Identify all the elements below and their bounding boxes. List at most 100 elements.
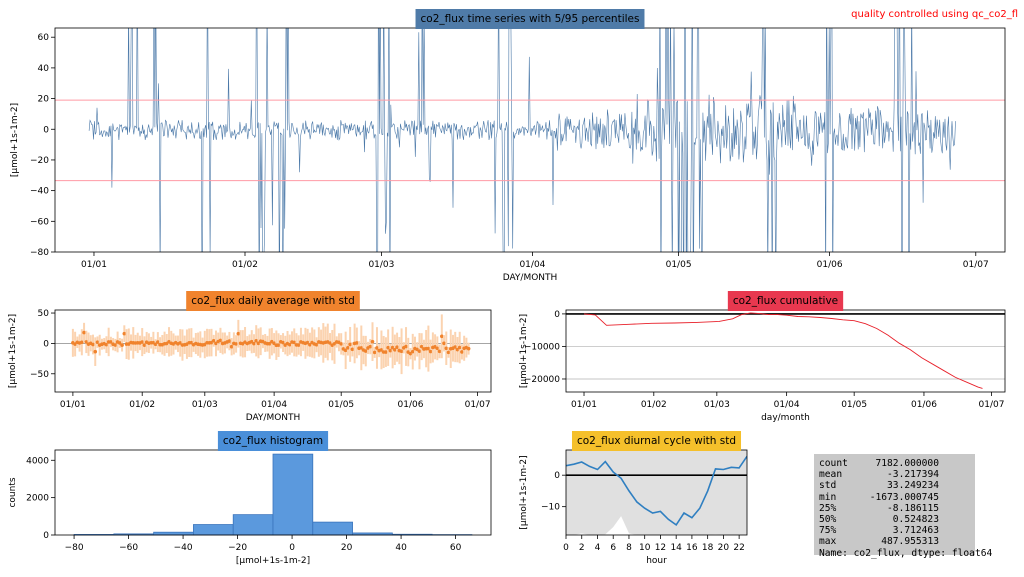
timeseries-xtick-label: 01/06: [817, 260, 843, 270]
stats-key: mean: [819, 469, 843, 481]
stats-value: -8.186115: [887, 502, 939, 514]
diurnal-xtick-label: 4: [595, 543, 601, 553]
diurnal-std-band: [566, 450, 747, 535]
stats-value: 33.249234: [887, 480, 939, 492]
diurnal-series-line: [566, 455, 747, 527]
timeseries-ytick-label: 20: [38, 95, 50, 105]
timeseries-series-line: [88, 28, 956, 252]
timeseries-title-box: [415, 9, 645, 29]
stats-row-0: count 7182.000000: [819, 458, 970, 469]
daily-daily-point: [93, 349, 98, 354]
daily-daily-point: [91, 342, 95, 347]
timeseries-title: co2_flux time series with 5/95 percentil…: [421, 13, 640, 25]
daily-daily-point: [153, 342, 158, 347]
daily-daily-point: [346, 346, 350, 350]
daily-daily-point: [229, 344, 234, 349]
stats-key: 75%: [819, 525, 837, 537]
diurnal-xtick-label: 22: [733, 543, 744, 553]
histogram-xlabel: [µmol+1s-1m-2]: [236, 556, 310, 566]
daily-daily-point: [82, 330, 86, 335]
stats-key: max: [819, 536, 837, 548]
daily-daily-point: [281, 340, 285, 345]
daily-daily-point: [339, 342, 343, 346]
daily-daily-point: [236, 331, 241, 336]
timeseries-ytick-label: 40: [38, 64, 50, 74]
stats-value: 0.524823: [892, 514, 939, 526]
daily-daily-point: [359, 346, 364, 350]
stats-value: 487.955313: [881, 536, 939, 548]
diurnal-ylabel: [µmol+1s-1m-2]: [519, 455, 529, 529]
timeseries-ytick-label: −60: [30, 217, 49, 227]
daily-daily-point: [84, 340, 89, 344]
diurnal-xtick-label: 2: [579, 543, 585, 553]
daily-daily-point: [375, 346, 379, 350]
timeseries-xtick-label: 01/05: [666, 260, 692, 270]
daily-daily-point: [140, 340, 144, 344]
daily-daily-point: [218, 338, 223, 343]
histogram-bar: [153, 531, 194, 536]
daily-daily-point: [211, 338, 216, 343]
daily-daily-point: [287, 342, 292, 347]
daily-xtick-label: 01/01: [60, 400, 86, 410]
daily-daily-point: [142, 343, 147, 347]
daily-daily-point: [328, 341, 332, 345]
daily-daily-point: [386, 345, 390, 350]
stats-row-6: 75% 3.712463: [819, 525, 970, 536]
cumulative-title: co2_flux cumulative: [733, 295, 838, 307]
cumulative-chart: 01/01 01/02 01/03 01/04 01/05 01/06 01/07 0 −100…: [519, 291, 1006, 423]
diurnal-xlabel: hour: [646, 556, 667, 566]
daily-daily-point: [426, 346, 431, 351]
daily-daily-point: [384, 350, 388, 354]
daily-daily-point: [372, 350, 377, 355]
daily-daily-point: [444, 346, 449, 351]
daily-daily-point: [388, 348, 393, 353]
daily-daily-point: [343, 348, 348, 353]
histogram-xtick-label: 40: [395, 543, 407, 553]
histogram-xtick-label: 20: [341, 543, 353, 553]
stats-key: 25%: [819, 502, 837, 514]
daily-xtick-label: 01/06: [398, 400, 424, 410]
daily-title-box: [186, 291, 360, 311]
daily-daily-point: [457, 345, 462, 350]
daily-xtick-label: 01/07: [465, 400, 491, 410]
daily-daily-point: [410, 349, 415, 354]
timeseries-axes-frame: [54, 27, 1006, 253]
stats-footer: Name: co2_flux, dtype: float64: [819, 547, 993, 559]
diurnal-xtick-label: 14: [670, 543, 682, 553]
daily-xtick-label: 01/03: [192, 400, 218, 410]
cumulative-xtick-label: 01/04: [774, 400, 800, 410]
histogram-ytick-label: 4000: [26, 456, 49, 466]
daily-daily-point: [404, 344, 408, 349]
cumulative-xtick-label: 01/06: [911, 400, 937, 410]
timeseries-ytick-label: 0: [43, 125, 49, 135]
histogram-bar: [312, 521, 353, 536]
stats-value: 7182.000000: [875, 458, 939, 469]
daily-daily-point: [296, 343, 301, 347]
diurnal-xtick-label: 18: [702, 543, 714, 553]
diurnal-chart: 0 2 4 6 8 10 12 14 16 18 20 220−10hour[µmol+1s-1m-2…: [519, 431, 748, 566]
daily-daily-point: [113, 343, 118, 347]
stats-row-2: std 33.249234: [819, 480, 970, 491]
cumulative-ytick-label: 0: [554, 310, 560, 320]
daily-daily-point: [109, 340, 113, 344]
daily-daily-point: [363, 349, 368, 353]
stats-row-7: max 487.955313: [819, 536, 970, 547]
daily-daily-point: [395, 345, 399, 349]
histogram-ylabel: counts: [8, 477, 18, 507]
stats-key: min: [819, 491, 837, 503]
diurnal-xtick-label: 12: [655, 543, 666, 553]
cumulative-xtick-label: 01/01: [571, 400, 597, 410]
daily-daily-point: [227, 339, 232, 343]
histogram-xtick-label: −60: [119, 543, 138, 553]
diurnal-ytick-label: 0: [554, 471, 560, 481]
daily-daily-point: [104, 342, 109, 347]
daily-daily-point: [419, 344, 424, 349]
daily-daily-point: [95, 340, 100, 344]
daily-daily-point: [460, 350, 464, 354]
daily-daily-point: [305, 340, 310, 345]
cumulative-plot-area: [566, 312, 1005, 389]
daily-chart: 01/01 01/02 01/03 01/04 01/05 01/06 01/07 −50 0 5…: [8, 291, 492, 423]
daily-daily-point: [276, 343, 281, 347]
cumulative-ytick-label: −20000: [524, 375, 560, 385]
